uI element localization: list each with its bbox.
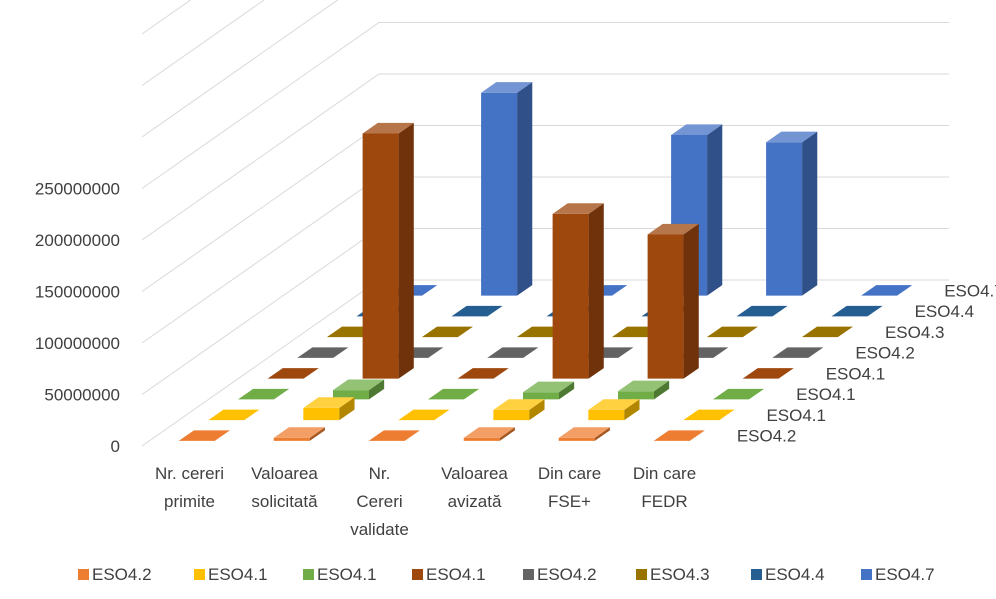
legend-label: ESO4.4	[765, 565, 825, 584]
bar	[742, 368, 794, 379]
bar	[712, 388, 765, 400]
legend-item: ESO4.1	[303, 565, 377, 584]
bar	[831, 305, 883, 317]
bars	[178, 82, 913, 441]
legend: ESO4.2 ESO4.1 ESO4.1 ESO4.1 ESO4.2 ESO4.3 ESO4…	[78, 565, 935, 584]
y-tick-label: 150000000	[35, 283, 120, 302]
legend-swatch	[412, 569, 423, 580]
gridline	[141, 279, 949, 447]
legend-swatch	[303, 569, 314, 580]
category-label: Nr. cereri primite	[155, 464, 224, 511]
series-depth-label: ESO4.7	[944, 281, 996, 300]
legend-swatch	[78, 569, 89, 580]
bar	[451, 305, 503, 317]
bar	[522, 381, 575, 400]
bar	[736, 305, 788, 317]
legend-label: ESO4.1	[426, 565, 486, 584]
legend-label: ESO4.1	[317, 565, 377, 584]
y-tick-label: 0	[111, 437, 120, 456]
bar	[463, 427, 515, 441]
bar	[558, 427, 610, 441]
bar	[552, 203, 604, 379]
legend-label: ESO4.3	[650, 565, 710, 584]
series-depth-label: ESO4.1	[796, 385, 856, 404]
gridline	[141, 0, 192, 35]
category-label: Valoarea solicitată	[251, 464, 318, 511]
bar	[706, 326, 759, 338]
bar	[208, 409, 260, 421]
y-tick-label: 200000000	[35, 231, 120, 250]
gridline	[141, 0, 339, 138]
category-label: Valoarea avizată	[441, 464, 508, 511]
legend-item: ESO4.7	[861, 565, 935, 584]
bar	[303, 397, 355, 421]
category-label: Din care FSE+	[538, 464, 601, 511]
gridline	[141, 0, 265, 86]
category-label: Din care FEDR	[633, 464, 696, 511]
bar	[421, 326, 474, 338]
bar	[588, 399, 640, 421]
bar	[683, 409, 735, 421]
bar	[332, 379, 385, 400]
bar	[273, 427, 325, 441]
bar	[427, 388, 480, 400]
bar	[772, 347, 824, 358]
legend-label: ESO4.1	[208, 565, 268, 584]
legend-swatch	[636, 569, 647, 580]
bar	[481, 82, 533, 296]
legend-swatch	[861, 569, 872, 580]
category-label: Nr. Cereri validate	[350, 464, 409, 539]
bar	[801, 326, 854, 338]
legend-item: ESO4.2	[523, 565, 597, 584]
series-depth-label: ESO4.4	[915, 302, 975, 321]
legend-swatch	[194, 569, 205, 580]
gridline	[141, 176, 949, 344]
y-tick-label: 250000000	[35, 180, 120, 199]
legend-swatch	[523, 569, 534, 580]
legend-item: ESO4.2	[78, 565, 152, 584]
bar	[237, 388, 290, 400]
bar	[398, 409, 450, 421]
gridline	[141, 73, 949, 241]
bar	[617, 380, 670, 400]
bar	[297, 347, 349, 358]
gridline	[141, 22, 949, 189]
legend-swatch	[751, 569, 762, 580]
series-depth-label: ESO4.3	[885, 323, 945, 342]
series-depth-label: ESO4.1	[826, 364, 886, 383]
gridline	[141, 125, 949, 292]
bar	[267, 368, 319, 379]
legend-item: ESO4.4	[751, 565, 825, 584]
legend-item: ESO4.1	[412, 565, 486, 584]
bar	[766, 131, 818, 296]
bar	[861, 285, 913, 296]
series-depth-labels: ESO4.2ESO4.1ESO4.1ESO4.1ESO4.2ESO4.3ESO4…	[737, 281, 996, 445]
legend-label: ESO4.7	[875, 565, 935, 584]
y-tick-label: 100000000	[35, 334, 120, 353]
bar	[653, 430, 705, 441]
bar	[362, 122, 414, 379]
legend-label: ESO4.2	[92, 565, 152, 584]
legend-item: ESO4.1	[194, 565, 268, 584]
series-depth-label: ESO4.2	[855, 344, 915, 363]
bar	[178, 430, 230, 441]
y-tick-label: 50000000	[44, 386, 120, 405]
bar	[487, 347, 539, 358]
category-labels: Nr. cereri primite Valoarea solicitată Nr. Ce…	[155, 464, 696, 539]
bar	[457, 368, 509, 379]
bar	[368, 430, 420, 441]
bar	[647, 223, 699, 379]
bar	[493, 399, 545, 421]
legend-item: ESO4.3	[636, 565, 710, 584]
y-axis-ticks: 0 50000000 100000000 150000000 200000000 2500…	[35, 180, 120, 457]
series-depth-label: ESO4.1	[766, 406, 826, 425]
series-depth-label: ESO4.2	[737, 427, 797, 446]
legend-label: ESO4.2	[537, 565, 597, 584]
